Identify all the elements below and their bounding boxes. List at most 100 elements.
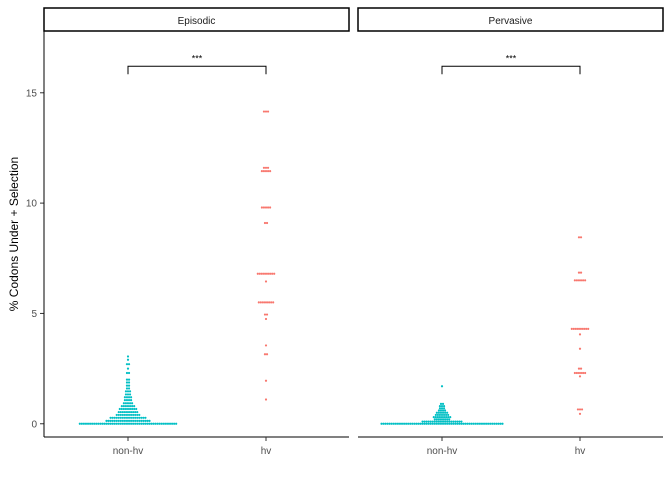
data-point-non-hv <box>482 422 486 425</box>
data-point-non-hv <box>111 416 114 419</box>
strip-episodic <box>43 7 350 32</box>
data-point-non-hv <box>407 422 410 425</box>
x-ticks-pervasive: non-hv hv <box>427 437 585 457</box>
data-point-hv <box>262 110 266 113</box>
data-point-non-hv <box>427 422 430 425</box>
data-point-non-hv <box>117 410 120 414</box>
data-point-non-hv <box>439 409 443 412</box>
data-point-non-hv <box>91 422 94 425</box>
data-point-non-hv <box>127 419 131 422</box>
data-point-hv <box>273 272 276 275</box>
points-pervasive <box>380 236 590 425</box>
data-point-non-hv <box>127 416 131 419</box>
data-point-non-hv <box>129 422 133 425</box>
data-point-hv <box>577 236 581 239</box>
strip-title-pervasive: Pervasive <box>489 16 533 27</box>
data-point-hv <box>575 371 579 375</box>
strip-title-episodic: Episodic <box>178 16 216 27</box>
data-point-hv <box>256 272 259 275</box>
data-point-hv <box>269 170 272 173</box>
data-point-non-hv <box>127 381 131 384</box>
data-point-non-hv <box>125 363 129 366</box>
data-point-non-hv <box>140 422 143 425</box>
data-point-non-hv <box>86 422 90 425</box>
data-point-hv <box>579 371 583 375</box>
data-point-hv <box>263 221 267 225</box>
data-point-non-hv <box>460 422 463 425</box>
data-point-non-hv <box>480 422 484 425</box>
data-point-non-hv <box>125 371 129 375</box>
x-ticks-episodic: non-hv hv <box>113 437 271 457</box>
data-point-non-hv <box>126 407 130 411</box>
data-point-non-hv <box>144 419 147 422</box>
data-point-non-hv <box>439 418 443 421</box>
data-point-non-hv <box>132 419 135 422</box>
data-point-non-hv <box>394 422 397 425</box>
points-episodic <box>78 110 276 425</box>
data-point-non-hv <box>433 422 436 425</box>
data-point-non-hv <box>119 416 122 419</box>
data-point-non-hv <box>132 410 135 414</box>
data-point-non-hv <box>121 422 124 425</box>
significance-label: *** <box>506 53 517 63</box>
data-point-non-hv <box>126 355 130 358</box>
data-point-non-hv <box>78 422 81 425</box>
data-point-hv <box>264 170 268 173</box>
data-point-non-hv <box>111 419 114 422</box>
data-point-hv <box>577 371 581 375</box>
data-point-non-hv <box>154 422 157 425</box>
data-point-hv <box>584 279 587 282</box>
data-point-non-hv <box>456 422 459 425</box>
data-point-non-hv <box>417 422 420 425</box>
data-point-non-hv <box>448 418 451 421</box>
data-point-non-hv <box>138 416 141 419</box>
data-point-non-hv <box>134 410 137 414</box>
data-point-non-hv <box>84 422 88 425</box>
data-point-non-hv <box>117 413 120 417</box>
significance-bracket <box>127 65 267 75</box>
data-point-non-hv <box>462 422 465 425</box>
data-point-hv <box>576 408 580 411</box>
data-point-non-hv <box>125 396 129 399</box>
data-point-hv <box>578 412 582 415</box>
data-point-non-hv <box>127 413 131 417</box>
significance-bracket-pervasive: *** <box>441 53 581 75</box>
data-point-non-hv <box>107 422 110 425</box>
data-point-hv <box>260 206 263 209</box>
data-point-hv <box>259 301 262 304</box>
data-point-hv <box>265 301 269 304</box>
data-point-non-hv <box>88 422 92 425</box>
data-point-non-hv <box>136 413 139 417</box>
data-point-non-hv <box>131 405 134 408</box>
data-point-hv <box>262 206 266 209</box>
data-point-hv <box>572 327 575 330</box>
data-point-non-hv <box>435 422 438 425</box>
x-tick-label: non-hv <box>113 446 144 457</box>
data-point-hv <box>267 301 271 304</box>
data-point-hv <box>578 333 582 336</box>
data-point-non-hv <box>113 422 116 425</box>
y-tick-label: 5 <box>31 309 37 320</box>
data-point-non-hv <box>491 422 494 425</box>
data-point-non-hv <box>437 422 441 425</box>
data-point-non-hv <box>129 396 133 399</box>
data-point-non-hv <box>132 416 135 419</box>
data-point-non-hv <box>125 378 129 381</box>
significance-bracket-episodic: *** <box>127 53 267 75</box>
data-point-non-hv <box>425 422 428 425</box>
data-point-non-hv <box>384 422 387 425</box>
data-point-non-hv <box>439 422 443 425</box>
data-point-non-hv <box>442 413 446 417</box>
data-point-hv <box>579 279 583 282</box>
data-point-non-hv <box>129 416 133 419</box>
data-point-non-hv <box>138 422 141 425</box>
data-point-non-hv <box>125 419 129 422</box>
data-point-non-hv <box>440 407 444 410</box>
data-point-non-hv <box>127 422 131 425</box>
data-point-non-hv <box>450 422 453 425</box>
data-point-non-hv <box>125 387 129 390</box>
data-point-non-hv <box>97 422 100 425</box>
data-point-non-hv <box>439 411 443 414</box>
data-point-non-hv <box>158 422 161 425</box>
